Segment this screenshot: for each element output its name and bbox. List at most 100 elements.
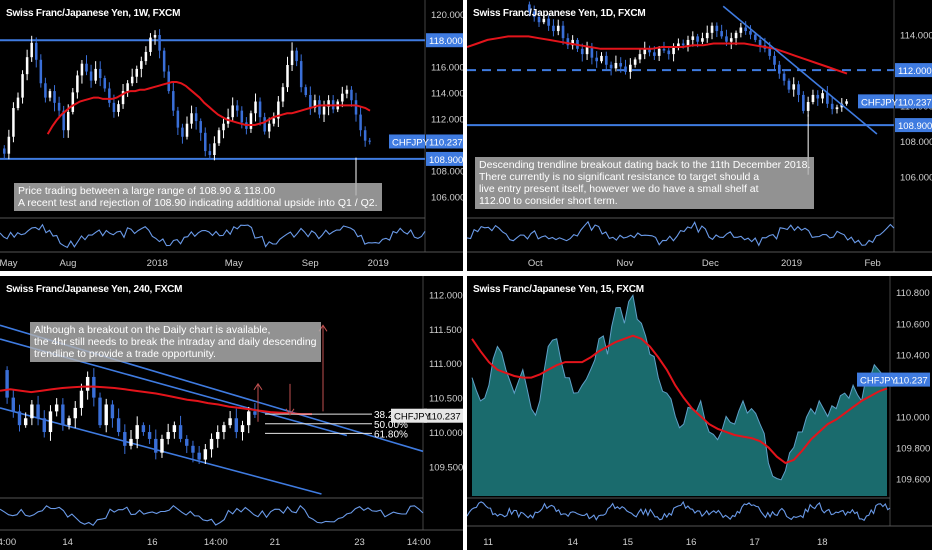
- daily-candle-body: [739, 27, 743, 33]
- daily-candle-body: [811, 94, 815, 103]
- weekly-candle-body: [94, 68, 97, 81]
- weekly-candle-body: [7, 136, 11, 154]
- weekly-candle-body: [277, 101, 280, 119]
- daily-candle-body: [845, 101, 848, 104]
- weekly-candle-body: [112, 102, 116, 112]
- daily-candle-body: [686, 39, 690, 46]
- weekly-chart-panel[interactable]: Swiss Franc/Japanese Yen, 1W, FXCM 120.0…: [0, 0, 463, 271]
- weekly-candle-body: [21, 74, 24, 98]
- weekly-candle-body: [172, 91, 175, 111]
- daily-candle-body: [816, 94, 820, 99]
- daily-candle-body: [590, 47, 594, 58]
- price-tag-current: 110.237: [429, 137, 463, 148]
- daily-candle-body: [532, 11, 536, 17]
- daily-candle-body: [768, 48, 772, 56]
- y-tick-label: 109.500: [429, 462, 463, 473]
- h4-candle-body: [36, 404, 40, 419]
- daily-candle-body: [542, 18, 546, 23]
- daily-candle-body: [826, 93, 829, 104]
- daily-candle-body: [691, 36, 695, 40]
- m15-chart-svg[interactable]: 110.800 110.600 110.400 110.000 109.800 109.6…: [467, 276, 932, 550]
- daily-candle-body: [744, 27, 747, 32]
- h4-candle-body: [234, 418, 239, 433]
- weekly-candle-body: [176, 110, 180, 128]
- weekly-candle-body: [204, 132, 207, 152]
- h4-candle-body: [209, 438, 214, 450]
- h4-chart-svg[interactable]: 112.000 111.500 111.000 110.500 110.000 109.5…: [0, 276, 463, 550]
- x-tick-label: 18: [817, 537, 828, 548]
- daily-candle-body: [528, 4, 531, 12]
- weekly-candle-body: [35, 42, 38, 60]
- daily-candle-body: [773, 55, 776, 65]
- weekly-candle-body: [140, 61, 143, 69]
- x-tick-label: 21: [270, 537, 281, 548]
- x-tick-label: Nov: [617, 258, 634, 269]
- weekly-candle-body: [208, 151, 212, 155]
- descending-trendline: [722, 5, 878, 135]
- oscillator-line: [0, 223, 426, 249]
- daily-candle-body: [835, 107, 839, 110]
- h4-candle-body: [154, 438, 158, 453]
- fib-level-label: 61.80%: [374, 429, 408, 440]
- h4-candle-body: [61, 404, 65, 426]
- down-arrow-head: [285, 408, 295, 416]
- level-tag-1089: 108.900: [898, 121, 932, 132]
- weekly-candle-body: [368, 140, 371, 142]
- daily-candle-body: [638, 54, 642, 60]
- daily-candle-body: [580, 48, 584, 55]
- x-tick-label: 14: [62, 537, 73, 548]
- h4-candle-body: [178, 425, 183, 439]
- x-tick-label: Dec: [702, 258, 719, 269]
- h4-candle-body: [73, 407, 77, 419]
- weekly-candle-body: [313, 100, 317, 109]
- daily-candle-body: [547, 18, 550, 26]
- daily-candle-body: [633, 59, 637, 65]
- daily-candle-body: [821, 93, 824, 99]
- weekly-moving-average: [46, 81, 371, 135]
- weekly-candle-body: [121, 91, 125, 105]
- h4-candle-body: [110, 404, 115, 419]
- h4-candle-body: [197, 452, 201, 460]
- up-arrow-small-head: [253, 382, 263, 391]
- daily-chart-svg[interactable]: 114.000112.000110.000108.000106.000OctNo…: [467, 0, 932, 271]
- daily-candle-body: [797, 84, 800, 95]
- weekly-candle-body: [53, 91, 56, 103]
- weekly-candle-body: [39, 59, 43, 84]
- y-tick-label: 108.000: [431, 167, 463, 178]
- daily-candle-body: [556, 25, 560, 32]
- daily-chart-panel[interactable]: Swiss Franc/Japanese Yen, 1D, FXCM 114.0…: [467, 0, 932, 271]
- weekly-chart-svg[interactable]: 120.000118.000116.000114.000112.000110.0…: [0, 0, 463, 271]
- y-tick-label: 110.500: [429, 394, 463, 405]
- weekly-chart-title: Swiss Franc/Japanese Yen, 1W, FXCM: [6, 8, 181, 19]
- daily-candle-body: [758, 39, 762, 46]
- weekly-candle-body: [126, 83, 129, 92]
- h4-candle-body: [240, 425, 245, 433]
- weekly-note: Price trading between a large range of 1…: [14, 183, 382, 211]
- m15-chart-panel[interactable]: Swiss Franc/Japanese Yen, 15, FXCM 110.8…: [467, 276, 932, 550]
- h4-candle-body: [104, 404, 108, 426]
- weekly-candle-body: [322, 106, 326, 115]
- weekly-candle-body: [267, 123, 271, 132]
- oscillator-line: [0, 504, 424, 527]
- y-tick-label: 111.500: [429, 325, 462, 336]
- h4-candle-body: [123, 432, 127, 446]
- x-tick-label: 14:00: [204, 537, 228, 548]
- level-tag-112-bg: [895, 63, 932, 78]
- h4-chart-panel[interactable]: Swiss Franc/Japanese Yen, 240, FXCM 112.…: [0, 276, 463, 550]
- y-tick-label: 110.400: [896, 350, 930, 361]
- price-area-fill: [472, 295, 887, 496]
- h4-candle-body: [160, 438, 164, 453]
- h4-candle-body: [67, 418, 71, 426]
- symbol-tag-bg: [858, 94, 894, 109]
- x-tick-label: 23: [354, 537, 365, 548]
- daily-candle-body: [710, 25, 714, 33]
- weekly-candle-body: [258, 101, 262, 118]
- x-tick-label: Aug: [60, 258, 77, 269]
- h4-candle-body: [216, 432, 220, 439]
- symbol-tag-bg: [389, 134, 425, 149]
- daily-candle-body: [806, 102, 810, 111]
- price-tag-current: 110.237: [894, 376, 928, 387]
- daily-note: Descending trendline breakout dating bac…: [475, 157, 815, 209]
- weekly-candle-body: [66, 111, 70, 131]
- daily-candle-body: [537, 16, 541, 23]
